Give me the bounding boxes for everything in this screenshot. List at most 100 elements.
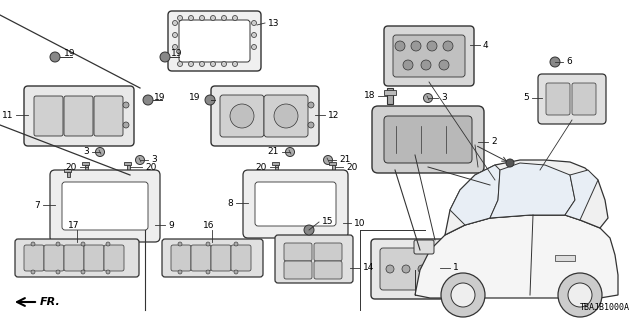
Circle shape	[506, 159, 514, 167]
Text: 20: 20	[145, 163, 156, 172]
Bar	[272, 162, 279, 165]
Text: 20: 20	[66, 163, 77, 172]
Text: 10: 10	[354, 219, 365, 228]
FancyBboxPatch shape	[255, 182, 336, 226]
Text: 5: 5	[524, 93, 529, 102]
Circle shape	[56, 270, 60, 274]
Circle shape	[308, 122, 314, 128]
Circle shape	[550, 57, 560, 67]
Text: 14: 14	[363, 263, 374, 273]
Circle shape	[81, 270, 85, 274]
FancyBboxPatch shape	[191, 245, 211, 271]
Polygon shape	[415, 215, 618, 298]
Text: 16: 16	[204, 221, 215, 230]
Circle shape	[50, 52, 60, 62]
Circle shape	[403, 60, 413, 70]
Text: 9: 9	[168, 220, 173, 229]
Bar	[329, 162, 336, 165]
Circle shape	[451, 283, 475, 307]
Bar	[67, 172, 70, 177]
Circle shape	[189, 15, 193, 20]
Circle shape	[106, 270, 110, 274]
Text: 1: 1	[453, 263, 459, 273]
Circle shape	[221, 61, 227, 67]
FancyBboxPatch shape	[84, 245, 104, 271]
Circle shape	[173, 20, 177, 26]
FancyBboxPatch shape	[34, 96, 63, 136]
Text: 19: 19	[64, 50, 76, 59]
Circle shape	[211, 61, 216, 67]
Circle shape	[252, 20, 257, 26]
FancyBboxPatch shape	[179, 20, 250, 62]
Text: 19: 19	[189, 92, 200, 101]
Bar	[124, 162, 131, 165]
Circle shape	[441, 273, 485, 317]
FancyBboxPatch shape	[15, 239, 139, 277]
Circle shape	[189, 61, 193, 67]
Circle shape	[200, 15, 205, 20]
Bar	[555, 255, 575, 261]
FancyBboxPatch shape	[62, 182, 148, 230]
Text: 4: 4	[483, 41, 488, 50]
Circle shape	[178, 270, 182, 274]
Text: 21: 21	[268, 148, 279, 156]
FancyBboxPatch shape	[231, 245, 251, 271]
Text: 15: 15	[322, 218, 333, 227]
Circle shape	[558, 273, 602, 317]
Polygon shape	[445, 160, 608, 235]
Circle shape	[308, 102, 314, 108]
FancyBboxPatch shape	[104, 245, 124, 271]
Circle shape	[81, 242, 85, 246]
Text: 11: 11	[1, 110, 13, 119]
Circle shape	[123, 102, 129, 108]
Text: FR.: FR.	[40, 297, 61, 307]
FancyBboxPatch shape	[24, 245, 44, 271]
FancyBboxPatch shape	[94, 96, 123, 136]
Circle shape	[230, 104, 254, 128]
FancyBboxPatch shape	[284, 243, 312, 261]
Text: 20: 20	[346, 163, 357, 172]
FancyBboxPatch shape	[162, 239, 263, 277]
Circle shape	[427, 41, 437, 51]
FancyBboxPatch shape	[64, 96, 93, 136]
FancyBboxPatch shape	[243, 170, 348, 238]
Circle shape	[285, 148, 294, 156]
FancyBboxPatch shape	[380, 248, 435, 290]
Circle shape	[206, 242, 210, 246]
FancyBboxPatch shape	[538, 74, 606, 124]
Circle shape	[136, 156, 145, 164]
Text: 6: 6	[566, 58, 572, 67]
Text: 8: 8	[227, 198, 233, 207]
Circle shape	[234, 242, 238, 246]
Circle shape	[206, 270, 210, 274]
Bar	[127, 165, 130, 170]
FancyBboxPatch shape	[372, 106, 484, 173]
FancyBboxPatch shape	[64, 245, 84, 271]
Circle shape	[143, 95, 153, 105]
FancyBboxPatch shape	[275, 235, 353, 283]
FancyBboxPatch shape	[371, 239, 444, 299]
FancyBboxPatch shape	[211, 245, 231, 271]
Circle shape	[386, 265, 394, 273]
Circle shape	[173, 33, 177, 37]
Text: 13: 13	[268, 19, 280, 28]
FancyBboxPatch shape	[393, 35, 465, 77]
Circle shape	[304, 225, 314, 235]
Circle shape	[443, 41, 453, 51]
Circle shape	[173, 44, 177, 50]
Circle shape	[56, 242, 60, 246]
Circle shape	[95, 148, 104, 156]
Text: 3: 3	[151, 156, 157, 164]
Text: 3: 3	[441, 93, 447, 102]
FancyBboxPatch shape	[264, 95, 308, 137]
Circle shape	[205, 95, 215, 105]
Circle shape	[106, 242, 110, 246]
Text: 18: 18	[364, 92, 375, 100]
FancyBboxPatch shape	[414, 240, 434, 254]
FancyBboxPatch shape	[314, 243, 342, 261]
Circle shape	[323, 156, 333, 164]
Circle shape	[221, 15, 227, 20]
Circle shape	[252, 33, 257, 37]
FancyBboxPatch shape	[220, 95, 264, 137]
Bar	[85, 165, 88, 170]
